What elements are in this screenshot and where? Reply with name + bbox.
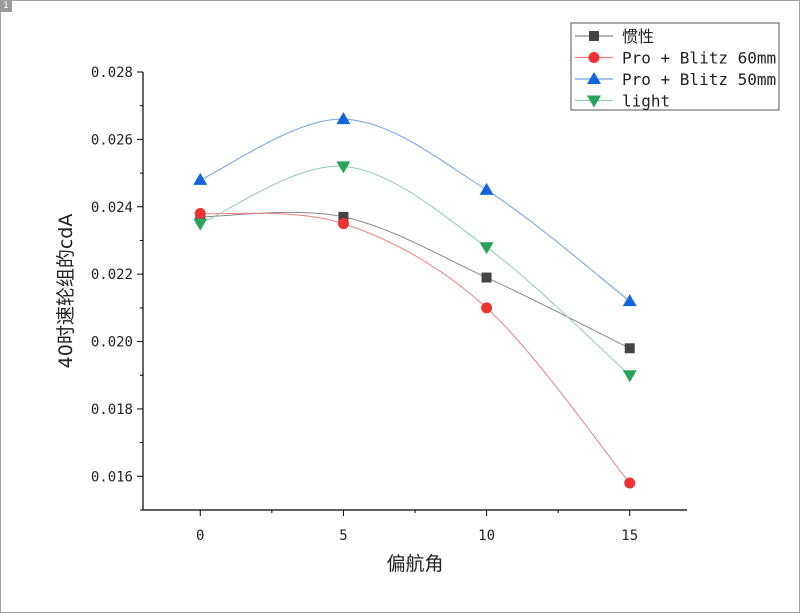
y-tick-label: 0.024 xyxy=(91,200,133,216)
page-number-tag: 1 xyxy=(0,0,12,12)
x-tick-label: 15 xyxy=(621,528,638,544)
y-tick-label: 0.026 xyxy=(91,132,133,148)
data-point-1 xyxy=(481,302,493,314)
x-tick-label: 5 xyxy=(339,528,347,544)
legend-marker-3 xyxy=(587,95,601,108)
series-line-1 xyxy=(200,212,631,484)
legend-marker-0 xyxy=(589,31,599,41)
y-tick-label: 0.020 xyxy=(91,335,133,351)
data-point-3 xyxy=(336,161,351,174)
series-line-0 xyxy=(200,211,630,349)
x-axis-label: 偏航角 xyxy=(386,553,443,575)
data-point-2 xyxy=(336,112,351,125)
data-point-3 xyxy=(622,370,637,383)
legend-label: Pro + Blitz 60mm xyxy=(622,49,776,68)
data-point-1 xyxy=(194,208,206,220)
data-point-0 xyxy=(481,272,492,283)
data-point-0 xyxy=(338,211,349,222)
y-tick-label: 0.022 xyxy=(91,267,133,283)
data-point-3 xyxy=(193,218,208,231)
data-point-2 xyxy=(622,294,637,307)
legend: 惯性 Pro + Blitz 60mm Pro + Blitz 50mm light xyxy=(570,22,780,111)
y-tick-label: 0.018 xyxy=(91,402,133,418)
series-lines xyxy=(200,118,631,484)
y-tick-label: 0.016 xyxy=(91,469,133,485)
legend-label: 惯性 xyxy=(622,27,654,46)
series-line-2 xyxy=(200,118,631,302)
data-point-3 xyxy=(479,242,494,255)
data-point-1 xyxy=(337,218,349,230)
legend-marker-1 xyxy=(588,52,600,63)
x-tick-label: 0 xyxy=(196,528,204,544)
legend-label: Pro + Blitz 50mm xyxy=(622,70,776,89)
data-point-0 xyxy=(624,343,635,354)
legend-marker-2 xyxy=(587,72,601,84)
y-tick-label: 0.028 xyxy=(91,65,133,81)
series-line-3 xyxy=(200,165,631,376)
y-axis-label: 40时速轮组的cdA xyxy=(55,214,77,369)
x-tick-label: 10 xyxy=(478,528,495,544)
data-point-1 xyxy=(624,477,636,489)
axes: 0.016 0.018 0.020 0.022 0.024 0.026 0.028 0 5 10 1… xyxy=(91,65,687,544)
legend-label: light xyxy=(622,92,670,111)
series-markers xyxy=(193,112,637,489)
data-point-2 xyxy=(193,172,208,185)
legend-box xyxy=(570,22,780,111)
data-point-2 xyxy=(479,182,494,195)
